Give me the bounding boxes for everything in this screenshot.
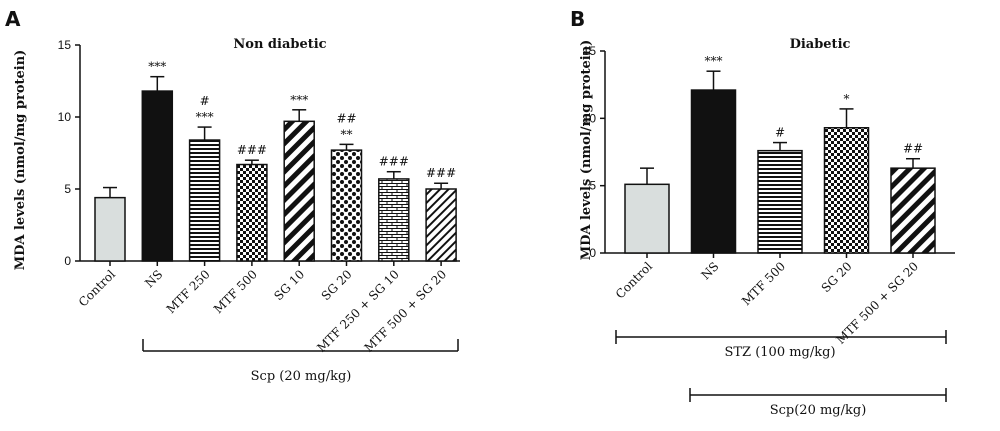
panel-b-significance-label: *: [844, 92, 850, 106]
panel-a-x-tick-label: MTF 500: [211, 267, 260, 316]
panel-a-y-tick-label: 10: [58, 110, 72, 124]
panel-a-significance-label: ###: [237, 143, 267, 157]
panel-b-x-tick-label: NS: [698, 259, 721, 282]
panel-a-letter: A: [5, 7, 21, 31]
panel-a-significance-label: ***: [148, 60, 166, 74]
panel-a-x-tick-label: MTF 250 + SG 10: [314, 267, 402, 355]
panel-a-bar-ns: [141, 90, 174, 262]
panel-a-y-axis-label: MDA levels (nmol/mg protein): [13, 50, 28, 271]
panel-b-title: Diabetic: [790, 37, 851, 52]
panel-a-x-tick-label: MTF 500 + SG 20: [362, 267, 450, 355]
panel-b-bar-mtf-500-sg-20: [890, 167, 936, 254]
panel-a-y-tick-label: 15: [58, 38, 72, 52]
panel-b-bar-mtf-500: [757, 149, 803, 254]
panel-b-bar-control: [624, 183, 670, 254]
panel-a-significance-label: ***: [290, 93, 308, 107]
panel-a-bar-sg-10: [283, 120, 315, 262]
panel-a-y-tick-label: 0: [64, 254, 71, 268]
panel-b-letter: B: [570, 7, 585, 31]
panel-b-x-tick-label: SG 20: [819, 259, 855, 295]
panel-a-bar-mtf-500: [236, 163, 268, 262]
panel-b-bar-sg-20: [823, 127, 870, 254]
panel-b-y-tick-label: 0: [589, 246, 596, 260]
panel-b-x-tick-label: Control: [613, 259, 655, 301]
panel-a-x-tick-label: Control: [76, 267, 118, 309]
panel-b-x-tick-label: MTF 500: [739, 259, 788, 308]
panel-b-y-tick-label: 5: [589, 179, 596, 193]
panel-b-significance-label: #: [775, 126, 785, 140]
panel-b-bar-ns: [690, 89, 737, 254]
panel-a-bar-mtf-250-sg-10: [378, 178, 410, 262]
panel-a-bar-mtf-250: [188, 139, 221, 262]
panel-a-significance-label: #: [200, 94, 210, 108]
panel-b-significance-label: ##: [903, 142, 923, 156]
panel-a: A Non diabetic MDA levels (nmol/mg prote…: [5, 7, 460, 384]
panel-a-x-tick-label: NS: [142, 267, 165, 290]
panel-b-bracket-label-scp: Scp(20 mg/kg): [770, 403, 867, 418]
panel-a-bar-mtf-500-sg-20: [425, 188, 457, 262]
panel-a-x-tick-label: SG 10: [271, 267, 307, 303]
panel-a-bar-control: [94, 196, 126, 262]
panel-a-bar-sg-20: [330, 149, 363, 262]
panel-b-y-tick-label: 10: [583, 111, 597, 125]
panel-a-significance-label: ###: [379, 155, 409, 169]
panel-b-y-tick-label: 15: [583, 44, 597, 58]
panel-a-significance-label: ***: [196, 110, 214, 124]
panel-a-x-tick-label: SG 20: [319, 267, 355, 303]
panel-b-bracket-label-stz: STZ (100 mg/kg): [724, 345, 835, 360]
panel-a-significance-label: ###: [426, 166, 456, 180]
panel-a-bracket-label: Scp (20 mg/kg): [251, 369, 352, 384]
panel-a-significance-label: ##: [336, 111, 356, 125]
panel-b-y-axis-label: MDA levels (nmol/mg protein): [579, 40, 594, 261]
panel-a-x-tick-label: MTF 250: [164, 267, 213, 316]
panel-b-significance-label: ***: [705, 54, 723, 68]
panel-a-significance-label: **: [341, 127, 353, 141]
panel-b: B Diabetic MDA levels (nmol/mg protein) …: [570, 7, 955, 418]
panel-a-y-tick-label: 5: [64, 182, 71, 196]
panel-a-title: Non diabetic: [233, 37, 326, 52]
